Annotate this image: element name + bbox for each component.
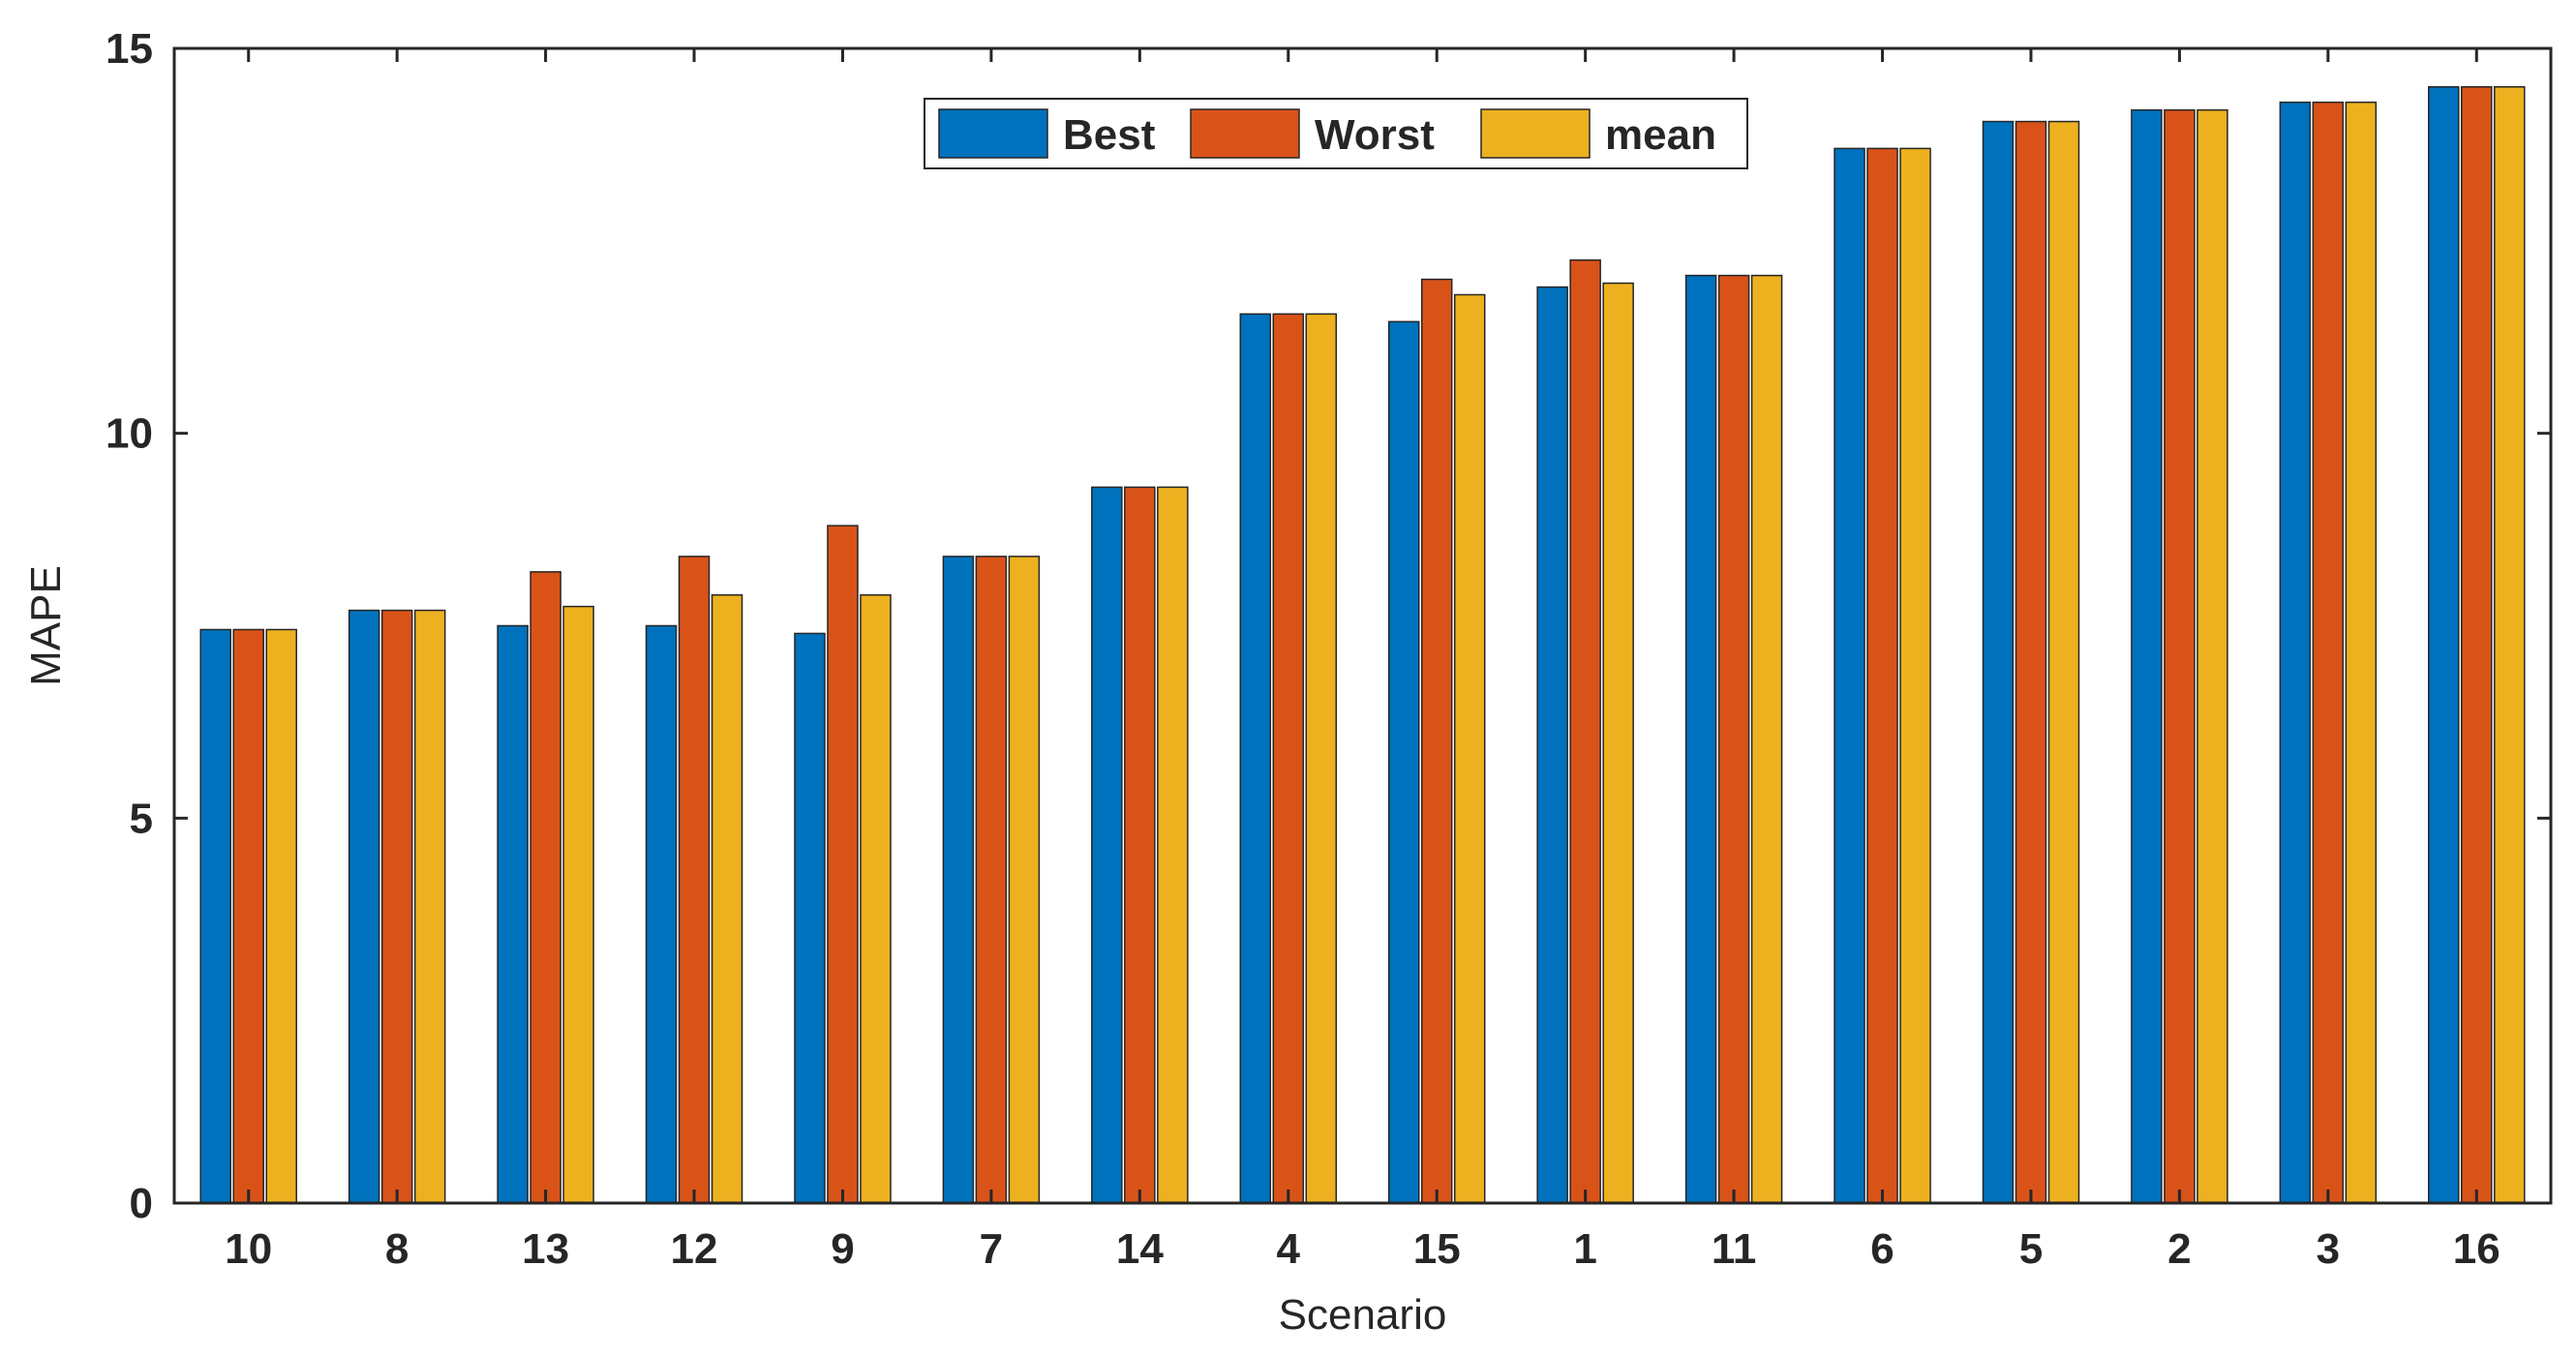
- bar-mean-2: [2197, 108, 2228, 1204]
- bar-best-4: [1239, 313, 1272, 1204]
- legend-swatch-worst: [1190, 108, 1300, 159]
- bar-best-2: [2131, 108, 2163, 1204]
- bar-worst-4: [1272, 313, 1305, 1204]
- bar-worst-3: [2312, 101, 2345, 1204]
- legend-label-mean: mean: [1605, 111, 1716, 159]
- bar-best-10: [199, 628, 231, 1204]
- x-tick-label-15: 15: [1413, 1225, 1461, 1273]
- bar-worst-10: [232, 628, 264, 1204]
- x-tick-label-10: 10: [225, 1225, 272, 1273]
- bar-best-9: [794, 632, 826, 1204]
- legend-swatch-best: [938, 108, 1048, 159]
- bar-mean-1: [1602, 282, 1634, 1204]
- y-tick-labels: 0 5 10 15: [106, 25, 153, 1227]
- legend-box: [924, 98, 1748, 169]
- axes-box: [172, 46, 2553, 1205]
- bar-best-1: [1536, 286, 1568, 1204]
- bar-worst-12: [678, 556, 711, 1204]
- x-tick-label-2: 2: [2167, 1225, 2191, 1273]
- bar-mean-12: [711, 593, 743, 1204]
- ticks-layer: [174, 46, 2551, 1205]
- bar-best-14: [1091, 486, 1123, 1204]
- bar-best-13: [497, 624, 529, 1204]
- bar-mean-14: [1157, 486, 1189, 1204]
- bar-mean-16: [2494, 86, 2526, 1204]
- bar-mean-13: [562, 605, 594, 1204]
- x-tick-label-13: 13: [522, 1225, 569, 1273]
- bar-best-8: [348, 609, 380, 1204]
- bar-worst-16: [2461, 86, 2493, 1204]
- bar-mean-9: [860, 593, 892, 1204]
- bar-worst-2: [2164, 108, 2196, 1204]
- bar-mean-5: [2047, 120, 2080, 1204]
- x-tick-label-5: 5: [2019, 1225, 2043, 1273]
- y-tick-label: 10: [106, 410, 153, 458]
- bar-mean-10: [265, 628, 297, 1204]
- x-tick-label-14: 14: [1116, 1225, 1164, 1273]
- x-tick-label-4: 4: [1277, 1225, 1301, 1273]
- x-tick-label-9: 9: [831, 1225, 854, 1273]
- x-tick-labels: 10 8 13 12 9 7 14 4 15 1 11 6 5 2 3 16: [225, 1225, 2500, 1273]
- bar-worst-6: [1866, 147, 1898, 1204]
- bar-worst-15: [1420, 278, 1453, 1204]
- x-tick-label-8: 8: [385, 1225, 409, 1273]
- bar-mean-4: [1305, 313, 1338, 1204]
- bar-best-6: [1834, 147, 1865, 1204]
- bar-worst-9: [827, 525, 859, 1204]
- y-tick-label: 15: [106, 25, 153, 73]
- bar-best-15: [1387, 320, 1420, 1204]
- bar-best-3: [2279, 101, 2312, 1204]
- bar-worst-11: [1717, 274, 1750, 1204]
- bar-best-7: [942, 556, 975, 1204]
- bar-worst-7: [975, 556, 1008, 1204]
- bar-worst-5: [2015, 120, 2047, 1204]
- x-tick-label-11: 11: [1712, 1225, 1757, 1273]
- bar-best-11: [1684, 274, 1717, 1204]
- bar-best-16: [2428, 86, 2460, 1204]
- x-tick-label-16: 16: [2453, 1225, 2500, 1273]
- x-tick-label-3: 3: [2317, 1225, 2340, 1273]
- legend-swatch-mean: [1480, 108, 1591, 159]
- y-tick-label: 0: [130, 1180, 153, 1227]
- bars-layer: [199, 86, 2526, 1204]
- legend-label-best: Best: [1063, 111, 1156, 159]
- x-tick-label-6: 6: [1870, 1225, 1894, 1273]
- bar-best-12: [645, 624, 678, 1204]
- bar-worst-8: [380, 609, 413, 1204]
- x-tick-label-7: 7: [980, 1225, 1003, 1273]
- x-tick-label-12: 12: [671, 1225, 718, 1273]
- bar-mean-6: [1899, 147, 1931, 1204]
- legend-label-worst: Worst: [1315, 111, 1435, 159]
- bar-mean-11: [1750, 274, 1783, 1204]
- bar-worst-1: [1569, 258, 1601, 1204]
- bar-mean-7: [1008, 556, 1041, 1204]
- bar-best-5: [1982, 120, 2015, 1204]
- bar-mean-15: [1453, 293, 1486, 1204]
- y-tick-label: 5: [130, 795, 153, 842]
- legend: Best Worst mean: [924, 98, 1748, 169]
- x-tick-label-1: 1: [1573, 1225, 1596, 1273]
- bar-mean-8: [413, 609, 446, 1204]
- bar-worst-13: [530, 571, 561, 1204]
- bar-worst-14: [1124, 486, 1156, 1204]
- x-axis-label: Scenario: [1279, 1291, 1447, 1339]
- y-axis-label: MAPE: [22, 565, 70, 686]
- bar-mean-3: [2345, 101, 2378, 1204]
